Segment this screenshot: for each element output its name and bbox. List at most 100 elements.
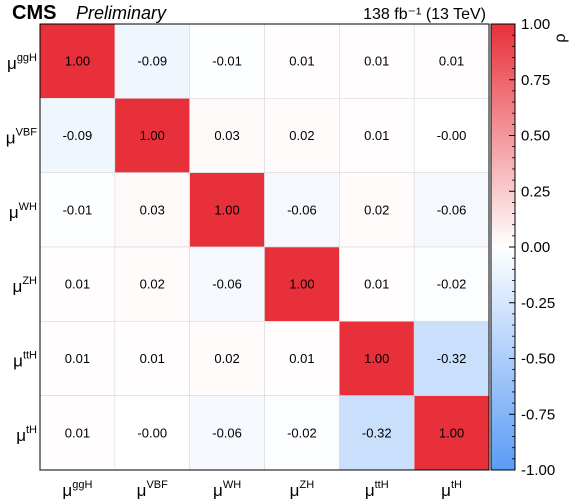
axis-label-symbol: μ xyxy=(365,481,375,500)
x-axis-labels: μggH μVBF μWH μZH μttH μtH xyxy=(62,479,462,500)
cell-value-label: -0.01 xyxy=(212,54,242,69)
cell-value-label: 0.02 xyxy=(364,202,389,217)
heatmap-cell xyxy=(114,246,190,322)
cell-value-label: 0.01 xyxy=(364,54,389,69)
colorbar-tick-label: 0.75 xyxy=(521,72,550,89)
colorbar-ticks: 1.00 0.75 0.50 0.25 0.00 -0.25 -0.50 -0.75 -1.00 xyxy=(509,16,555,479)
cell-value-label: 0.03 xyxy=(214,128,239,143)
cell-value-label: 0.01 xyxy=(364,128,389,143)
heatmap-cell xyxy=(413,395,490,471)
cell-value-label: 1.00 xyxy=(289,277,314,292)
colorbar-tick-label: 0.25 xyxy=(521,183,550,200)
axis-label-symbol: μ xyxy=(13,352,23,371)
axis-label-superscript: WH xyxy=(223,479,241,491)
heatmap-cell xyxy=(339,246,415,322)
axis-label-symbol: μ xyxy=(62,481,72,500)
header-luminosity: 138 fb⁻¹ (13 TeV) xyxy=(363,6,486,23)
cell-value-label: 0.01 xyxy=(65,425,90,440)
cell-value-label: 1.00 xyxy=(65,54,90,69)
cell-value-label: -0.32 xyxy=(437,351,467,366)
cell-value-label: -0.00 xyxy=(437,128,467,143)
axis-label-symbol: μ xyxy=(13,277,23,296)
y-axis-label: μttH xyxy=(13,350,37,371)
cell-value-label: 0.01 xyxy=(140,351,165,366)
cell-value-label: 1.00 xyxy=(439,425,464,440)
heatmap-cell xyxy=(39,395,116,471)
axis-label-superscript: ggH xyxy=(72,479,92,491)
x-axis-label: μVBF xyxy=(137,479,168,500)
cell-value-label: -0.06 xyxy=(212,425,242,440)
axis-label-symbol: μ xyxy=(16,426,26,445)
cell-value-label: -0.09 xyxy=(63,128,93,143)
axis-label-symbol: μ xyxy=(7,54,17,73)
heatmap-cell xyxy=(114,172,190,248)
cell-value-label: 1.00 xyxy=(214,202,239,217)
heatmap-cell xyxy=(39,23,116,99)
axis-label-symbol: μ xyxy=(137,481,147,500)
cell-value-label: -0.32 xyxy=(362,425,392,440)
axis-label-symbol: μ xyxy=(9,203,19,222)
cell-value-label: 0.02 xyxy=(214,351,239,366)
heatmap-cell xyxy=(339,321,415,396)
heatmap-cells xyxy=(39,23,490,471)
cell-value-label: 0.01 xyxy=(65,277,90,292)
axis-label-superscript: ZH xyxy=(22,275,37,287)
axis-label-symbol: μ xyxy=(290,481,300,500)
cell-value-label: -0.06 xyxy=(287,202,317,217)
heatmap-cell xyxy=(189,172,265,248)
axis-label-superscript: VBF xyxy=(16,127,38,139)
heatmap-cell xyxy=(39,246,116,322)
cell-value-label: -0.00 xyxy=(137,425,167,440)
cell-value-label: 0.01 xyxy=(364,277,389,292)
y-axis-label: μggH xyxy=(7,52,37,73)
heatmap-cell xyxy=(114,23,190,99)
cell-value-label: -0.09 xyxy=(137,54,167,69)
axis-label-symbol: μ xyxy=(441,481,451,500)
cell-value-label: 0.02 xyxy=(140,277,165,292)
cell-value-label: -0.06 xyxy=(212,277,242,292)
heatmap-cell xyxy=(413,98,490,173)
colorbar-tick-label: 0.00 xyxy=(521,239,550,256)
x-axis-label: μttH xyxy=(365,479,389,500)
y-axis-label: μVBF xyxy=(6,127,37,148)
axis-label-superscript: ttH xyxy=(375,479,389,491)
axis-label-superscript: ggH xyxy=(17,52,37,64)
axis-label-superscript: WH xyxy=(19,201,37,213)
header-preliminary: Preliminary xyxy=(76,3,167,23)
heatmap-cell xyxy=(264,98,340,173)
colorbar-tick-label: 0.50 xyxy=(521,128,550,145)
y-axis-label: μZH xyxy=(13,275,38,296)
heatmap-cell xyxy=(264,23,340,99)
y-axis-label: μtH xyxy=(16,424,37,445)
axis-label-superscript: tH xyxy=(451,479,462,491)
axis-label-symbol: μ xyxy=(213,481,223,500)
cell-value-label: -0.02 xyxy=(287,425,317,440)
heatmap-cell xyxy=(39,172,116,248)
heatmap-cell xyxy=(189,246,265,322)
axis-label-superscript: VBF xyxy=(146,479,168,491)
cell-value-label: -0.06 xyxy=(437,202,467,217)
colorbar-tick-label: -1.00 xyxy=(521,462,555,479)
cell-value-label: -0.02 xyxy=(437,277,467,292)
heatmap-cell xyxy=(189,321,265,396)
x-axis-label: μtH xyxy=(441,479,462,500)
heatmap-cell xyxy=(264,246,340,322)
heatmap-cell xyxy=(339,395,415,471)
cell-value-label: 0.01 xyxy=(439,54,464,69)
heatmap-cell xyxy=(264,321,340,396)
heatmap-cell xyxy=(413,172,490,248)
cell-value-label: 0.01 xyxy=(289,351,314,366)
heatmap-cell xyxy=(264,172,340,248)
cell-value-label: 0.01 xyxy=(289,54,314,69)
x-axis-label: μZH xyxy=(290,479,315,500)
x-axis-label: μggH xyxy=(62,479,92,500)
cell-value-label: 1.00 xyxy=(364,351,389,366)
heatmap-cell xyxy=(413,23,490,99)
cell-value-label: -0.01 xyxy=(63,202,93,217)
colorbar-tick-label: 1.00 xyxy=(521,16,550,33)
axis-label-superscript: tH xyxy=(26,424,37,436)
colorbar-tick-label: -0.75 xyxy=(521,406,555,423)
colorbar-tick-label: -0.25 xyxy=(521,295,555,312)
axis-label-symbol: μ xyxy=(6,129,16,148)
